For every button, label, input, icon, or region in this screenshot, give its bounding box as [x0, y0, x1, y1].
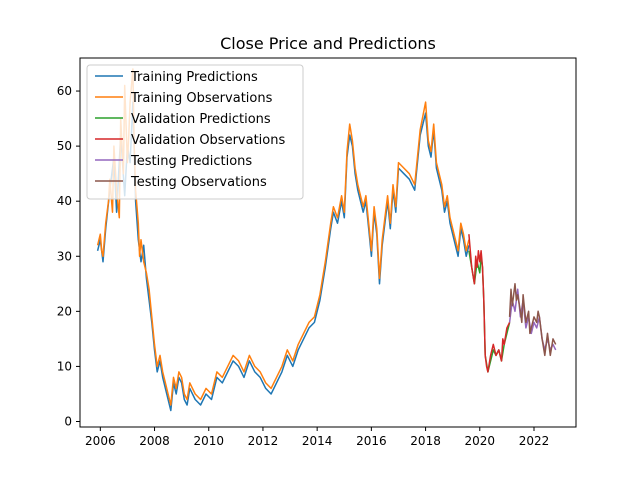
y-tick-label-6: 60	[57, 84, 72, 98]
legend-label-4: Testing Predictions	[130, 154, 252, 169]
legend-label-1: Training Observations	[130, 91, 273, 106]
x-tick-label-7: 2020	[465, 434, 496, 448]
x-tick-label-0: 2006	[85, 434, 116, 448]
x-tick-label-8: 2022	[519, 434, 550, 448]
y-tick-label-1: 10	[57, 359, 72, 373]
x-tick-label-6: 2018	[410, 434, 441, 448]
x-tick-label-4: 2014	[302, 434, 333, 448]
y-axis: 0 10 20 30 40 50 60	[57, 84, 80, 428]
legend-label-2: Validation Predictions	[131, 112, 271, 127]
y-tick-label-3: 30	[57, 249, 72, 263]
legend-label-5: Testing Observations	[130, 175, 267, 190]
legend: Training Predictions Training Observation…	[86, 64, 304, 200]
chart-title: Close Price and Predictions	[220, 34, 436, 53]
legend-label-0: Training Predictions	[130, 70, 258, 85]
x-axis: 2006 2008 2010 2012 2014 2016 2018 2020 2022	[85, 427, 549, 448]
plot-frame	[79, 57, 577, 428]
x-tick-label-3: 2012	[248, 434, 279, 448]
y-tick-label-2: 20	[57, 304, 72, 318]
y-tick-label-4: 40	[57, 194, 72, 208]
series-line-3	[468, 234, 511, 373]
x-tick-label-2: 2010	[193, 434, 224, 448]
series-line-5	[508, 283, 557, 357]
y-tick-label-0: 0	[64, 414, 72, 428]
legend-label-3: Validation Observations	[131, 133, 285, 148]
y-tick-label-5: 50	[57, 139, 72, 153]
x-tick-label-1: 2008	[139, 434, 170, 448]
x-tick-label-5: 2016	[356, 434, 387, 448]
legend-box	[86, 64, 304, 200]
